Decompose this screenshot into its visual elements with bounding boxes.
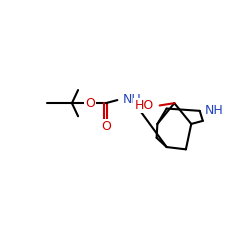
- Text: NH: NH: [123, 93, 142, 106]
- Text: HO: HO: [134, 99, 154, 112]
- Text: NH: NH: [205, 104, 224, 117]
- Text: O: O: [86, 97, 95, 110]
- Text: O: O: [101, 120, 111, 133]
